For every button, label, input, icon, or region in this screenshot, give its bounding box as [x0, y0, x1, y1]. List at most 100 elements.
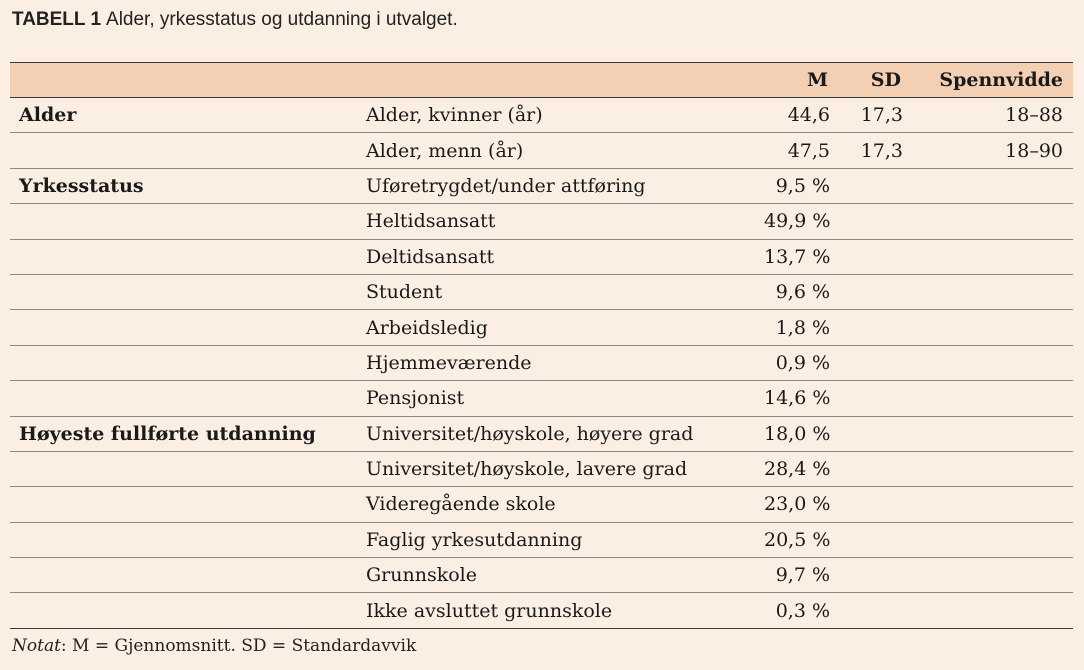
row-m-cell: 20,5 % [758, 522, 838, 559]
row-group-cell [10, 309, 358, 346]
row-m-cell: 44,6 [758, 97, 838, 134]
table-body: Alder Alder, kvinner (år) 44,6 17,3 18–88 Ald… [10, 97, 1073, 629]
row-sd-cell [838, 203, 911, 240]
row-m-cell: 9,5 % [758, 168, 838, 205]
row-m-cell: 23,0 % [758, 486, 838, 523]
row-sd-cell [838, 451, 911, 488]
row-group-cell [10, 451, 358, 488]
table-header-row: M SD Spennvidde [10, 62, 1073, 98]
row-item-cell: Videregående skole [358, 486, 758, 523]
row-group-cell [10, 239, 358, 275]
row-item-cell: Universitet/høyskole, høyere grad [358, 416, 758, 452]
header-sd: SD [838, 62, 911, 98]
table-row: Deltidsansatt 13,7 % [10, 239, 1073, 275]
row-m-cell: 0,3 % [758, 592, 838, 629]
row-item-cell: Alder, kvinner (år) [358, 97, 758, 134]
row-item-cell: Ikke avsluttet grunnskole [358, 592, 758, 629]
row-group-cell [10, 132, 358, 169]
row-group-cell [10, 557, 358, 594]
row-sd-cell [838, 345, 911, 382]
row-range-cell [911, 592, 1073, 629]
note-text: : M = Gjennomsnitt. SD = Standardavvik [60, 636, 417, 656]
row-range-cell: 18–90 [911, 132, 1073, 169]
row-item-cell: Hjemmeværende [358, 345, 758, 382]
row-group-cell [10, 345, 358, 382]
row-range-cell [911, 168, 1073, 205]
table-row: Ikke avsluttet grunnskole 0,3 % [10, 592, 1073, 629]
row-sd-cell [838, 592, 911, 629]
row-range-cell [911, 451, 1073, 488]
header-range: Spennvidde [911, 62, 1073, 98]
header-item [358, 62, 758, 98]
data-table: M SD Spennvidde Alder Alder, kvinner (år)… [10, 62, 1073, 629]
table-row: Hjemmeværende 0,9 % [10, 345, 1073, 382]
header-m: M [758, 62, 838, 98]
table-row: Alder Alder, kvinner (år) 44,6 17,3 18–88 [10, 97, 1073, 134]
row-m-cell: 47,5 [758, 132, 838, 169]
table-row: Student 9,6 % [10, 274, 1073, 311]
row-item-cell: Universitet/høyskole, lavere grad [358, 451, 758, 488]
row-range-cell [911, 239, 1073, 275]
row-group-cell [10, 486, 358, 523]
row-sd-cell [838, 557, 911, 594]
row-m-cell: 14,6 % [758, 380, 838, 417]
table-row: Pensjonist 14,6 % [10, 380, 1073, 417]
row-item-cell: Pensjonist [358, 380, 758, 417]
row-item-cell: Alder, menn (år) [358, 132, 758, 169]
row-range-cell [911, 416, 1073, 452]
row-group-cell: Alder [10, 97, 358, 134]
row-range-cell [911, 345, 1073, 382]
table-caption: TABELL 1 Alder, yrkesstatus og utdanning … [12, 9, 458, 31]
row-m-cell: 0,9 % [758, 345, 838, 382]
table-row: Yrkesstatus Uføretrygdet/under attføring 9… [10, 168, 1073, 205]
row-item-cell: Faglig yrkesutdanning [358, 522, 758, 559]
row-m-cell: 28,4 % [758, 451, 838, 488]
row-item-cell: Deltidsansatt [358, 239, 758, 275]
row-range-cell [911, 486, 1073, 523]
data-table-container: M SD Spennvidde Alder Alder, kvinner (år)… [10, 62, 1073, 629]
row-group-cell [10, 203, 358, 240]
row-m-cell: 1,8 % [758, 309, 838, 346]
header-group [10, 62, 358, 98]
table-row: Faglig yrkesutdanning 20,5 % [10, 522, 1073, 559]
row-sd-cell [838, 239, 911, 275]
table-row: Grunnskole 9,7 % [10, 557, 1073, 594]
row-sd-cell: 17,3 [838, 132, 911, 169]
row-item-cell: Heltidsansatt [358, 203, 758, 240]
row-range-cell [911, 309, 1073, 346]
table-row: Universitet/høyskole, lavere grad 28,4 % [10, 451, 1073, 488]
row-sd-cell: 17,3 [838, 97, 911, 134]
row-range-cell [911, 203, 1073, 240]
row-m-cell: 49,9 % [758, 203, 838, 240]
row-sd-cell [838, 309, 911, 346]
row-sd-cell [838, 380, 911, 417]
row-range-cell [911, 274, 1073, 311]
row-range-cell: 18–88 [911, 97, 1073, 134]
table-row: Høyeste fullførte utdanning Universitet/h… [10, 416, 1073, 452]
table-row: Alder, menn (år) 47,5 17,3 18–90 [10, 132, 1073, 169]
row-m-cell: 9,7 % [758, 557, 838, 594]
row-sd-cell [838, 274, 911, 311]
row-group-cell [10, 274, 358, 311]
row-sd-cell [838, 486, 911, 523]
row-group-cell: Høyeste fullførte utdanning [10, 416, 358, 452]
row-item-cell: Uføretrygdet/under attføring [358, 168, 758, 205]
table-row: Heltidsansatt 49,9 % [10, 203, 1073, 240]
row-m-cell: 18,0 % [758, 416, 838, 452]
note-label: Notat [12, 636, 61, 656]
row-group-cell [10, 592, 358, 629]
row-item-cell: Grunnskole [358, 557, 758, 594]
table-row: Videregående skole 23,0 % [10, 486, 1073, 523]
row-group-cell [10, 380, 358, 417]
row-sd-cell [838, 522, 911, 559]
caption-label: TABELL 1 [12, 9, 102, 30]
table-note: Notat: M = Gjennomsnitt. SD = Standardav… [12, 636, 416, 656]
row-sd-cell [838, 168, 911, 205]
caption-text: Alder, yrkesstatus og utdanning i utvalg… [106, 9, 458, 30]
row-item-cell: Student [358, 274, 758, 311]
table-row: Arbeidsledig 1,8 % [10, 309, 1073, 346]
row-group-cell: Yrkesstatus [10, 168, 358, 205]
row-range-cell [911, 380, 1073, 417]
row-group-cell [10, 522, 358, 559]
row-m-cell: 9,6 % [758, 274, 838, 311]
